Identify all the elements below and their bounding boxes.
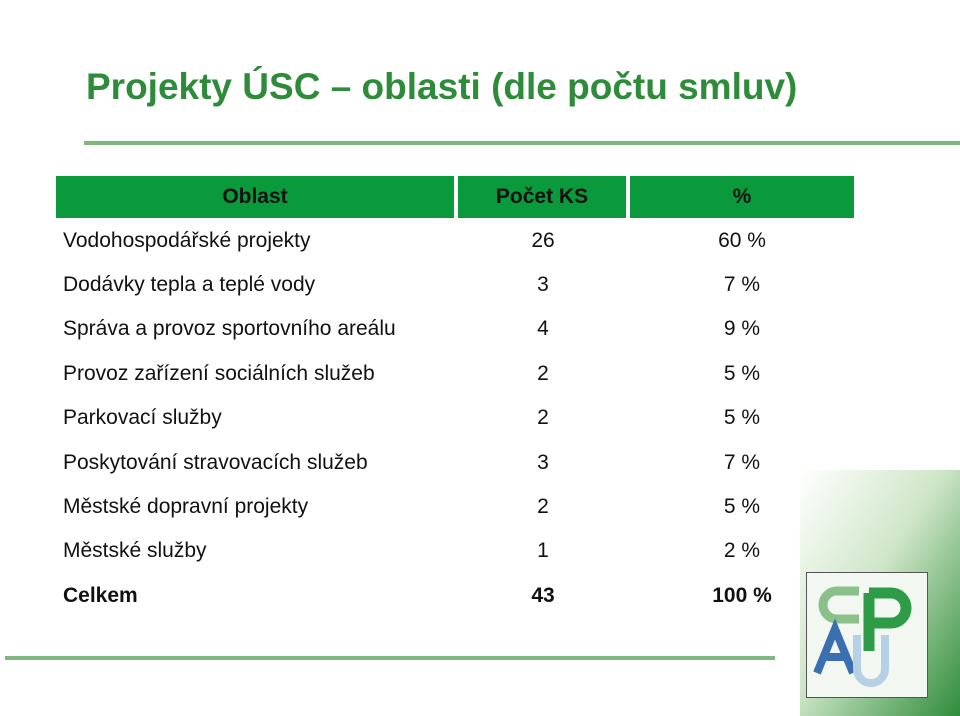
table-total-row: Celkem 43 100 %: [0, 584, 960, 614]
table-row: Městské dopravní projekty 2 5 %: [0, 495, 960, 525]
cell-pocet: 2: [537, 406, 549, 429]
cell-pocet: 3: [537, 451, 549, 474]
cell-percent: 5 %: [723, 495, 761, 518]
cell-percent: 5 %: [723, 406, 761, 429]
cell-percent: 5 %: [723, 362, 761, 385]
ppp-logo-icon: [806, 572, 928, 698]
header-percent: %: [630, 176, 854, 218]
page-title: Projekty ÚSC – oblasti (dle počtu smluv): [86, 66, 798, 107]
cell-pocet: 26: [531, 229, 555, 252]
top-divider: [84, 141, 960, 145]
bottom-divider: [5, 656, 775, 660]
cell-pocet: 2: [537, 362, 549, 385]
table-row: Městské služby 1 2 %: [0, 539, 960, 569]
cell-total-pocet: 43: [531, 584, 555, 607]
cell-oblast: Parkovací služby: [63, 406, 222, 429]
table-row: Dodávky tepla a teplé vody 3 7 %: [0, 273, 960, 303]
cell-pocet: 2: [537, 495, 549, 518]
cell-pocet: 4: [537, 317, 549, 340]
cell-oblast: Poskytování stravovacích služeb: [63, 451, 368, 474]
cell-percent: 60 %: [718, 229, 766, 252]
cell-oblast: Městské služby: [63, 539, 207, 562]
table-row: Správa a provoz sportovního areálu 4 9 %: [0, 317, 960, 347]
cell-oblast: Městské dopravní projekty: [63, 495, 309, 518]
cell-total-percent: 100 %: [712, 584, 772, 607]
header-pocet-ks: Počet KS: [458, 176, 626, 218]
cell-pocet: 1: [537, 539, 549, 562]
cell-percent: 7 %: [723, 273, 761, 296]
cell-total-label: Celkem: [63, 584, 138, 607]
table-row: Provoz zařízení sociálních služeb 2 5 %: [0, 362, 960, 392]
cell-percent: 7 %: [723, 451, 761, 474]
cell-percent: 9 %: [723, 317, 761, 340]
cell-percent: 2 %: [723, 539, 761, 562]
cell-pocet: 3: [537, 273, 549, 296]
table-row: Parkovací služby 2 5 %: [0, 406, 960, 436]
table-row: Poskytování stravovacích služeb 3 7 %: [0, 451, 960, 481]
cell-oblast: Dodávky tepla a teplé vody: [63, 273, 316, 296]
header-oblast: Oblast: [56, 176, 454, 218]
table-row: Vodohospodářské projekty 26 60 %: [0, 229, 960, 259]
cell-oblast: Provoz zařízení sociálních služeb: [63, 362, 375, 385]
cell-oblast: Správa a provoz sportovního areálu: [63, 317, 396, 340]
cell-oblast: Vodohospodářské projekty: [63, 229, 311, 252]
